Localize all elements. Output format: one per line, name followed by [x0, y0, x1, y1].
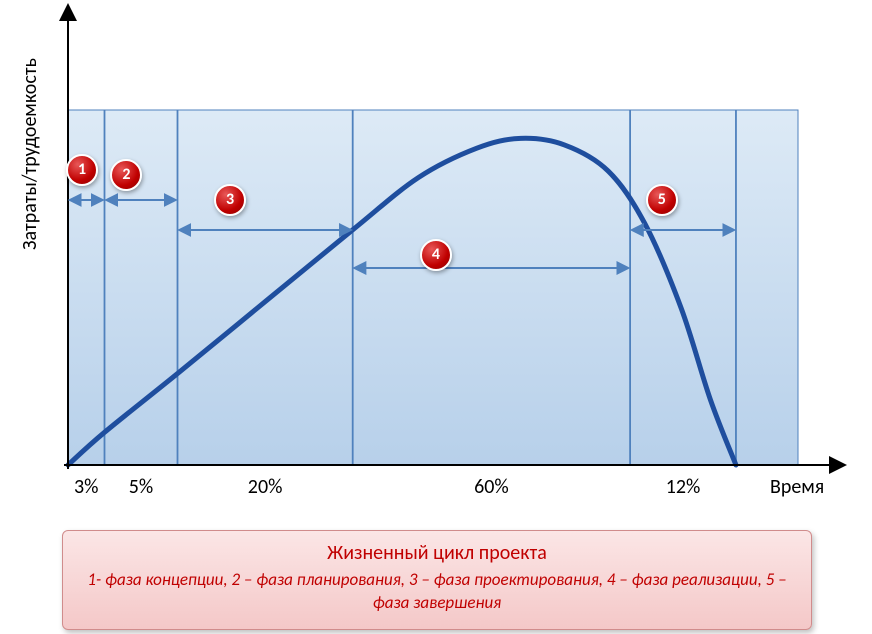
phase-pct-label: 20% [248, 475, 283, 499]
phase-pct-label: 12% [666, 475, 701, 499]
x-axis-label: Время [770, 475, 824, 499]
y-axis-label: Затраты/трудоемкость [18, 58, 42, 250]
chart-area: Затраты/трудоемкость Время 3% 5% 20% 60% 12%… [0, 0, 872, 530]
phase-badge: 4 [420, 239, 452, 271]
phase-pct-label: 3% [74, 475, 98, 499]
phase-badge: 1 [66, 154, 98, 186]
legend-title: Жизненный цикл проекта [79, 541, 795, 565]
phase-badge: 3 [214, 184, 246, 216]
phase-pct-label: 60% [474, 475, 509, 499]
phase-badge: 5 [646, 184, 678, 216]
phase-badge: 2 [110, 159, 142, 191]
legend-subtitle: 1- фаза концепции, 2 – фаза планирования… [79, 569, 795, 615]
legend-box: Жизненный цикл проекта 1- фаза концепции… [62, 530, 812, 630]
phase-pct-label: 5% [129, 475, 153, 499]
